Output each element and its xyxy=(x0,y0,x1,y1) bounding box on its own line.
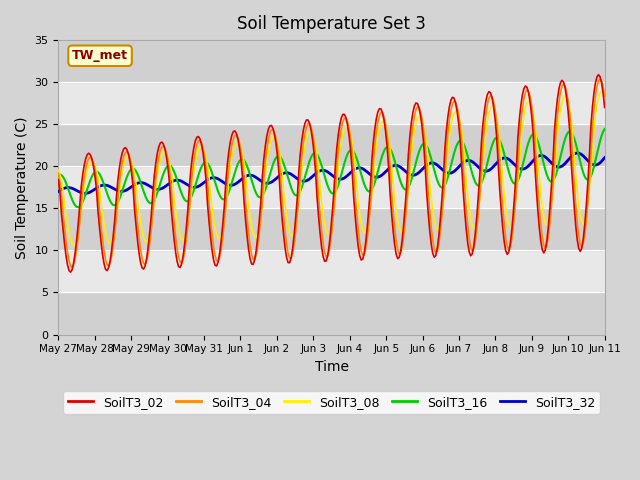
Text: TW_met: TW_met xyxy=(72,49,128,62)
Bar xyxy=(58,82,605,124)
Bar xyxy=(58,124,605,166)
X-axis label: Time: Time xyxy=(314,360,349,374)
Bar xyxy=(58,40,605,82)
Legend: SoilT3_02, SoilT3_04, SoilT3_08, SoilT3_16, SoilT3_32: SoilT3_02, SoilT3_04, SoilT3_08, SoilT3_… xyxy=(63,391,600,414)
Bar xyxy=(58,166,605,208)
Bar xyxy=(58,208,605,251)
Bar xyxy=(58,292,605,335)
Y-axis label: Soil Temperature (C): Soil Temperature (C) xyxy=(15,116,29,259)
Bar xyxy=(58,251,605,292)
Title: Soil Temperature Set 3: Soil Temperature Set 3 xyxy=(237,15,426,33)
